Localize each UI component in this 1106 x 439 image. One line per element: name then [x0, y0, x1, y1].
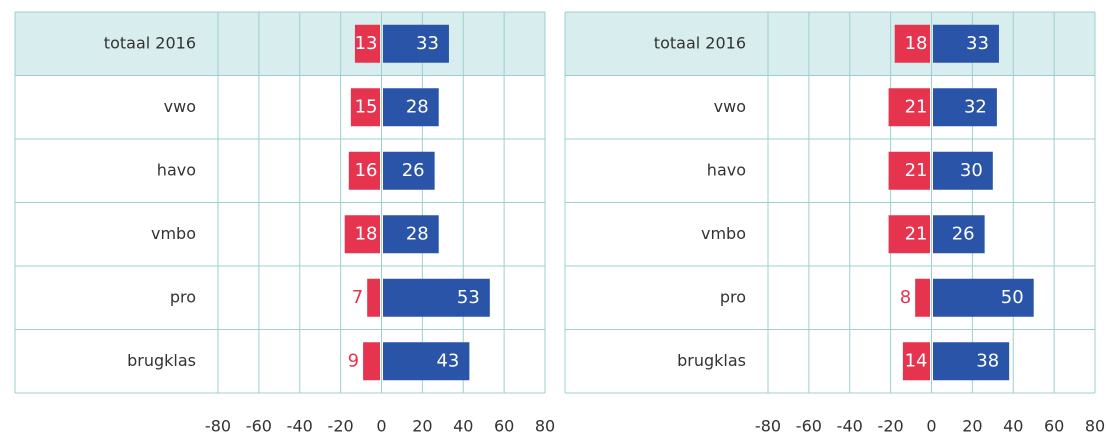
- category-label: vwo: [714, 97, 746, 116]
- value-label: 33: [416, 33, 439, 54]
- x-tick-label: 40: [1003, 417, 1023, 436]
- x-tick-label: -20: [328, 417, 354, 436]
- bar: [383, 151, 435, 190]
- value-label: 8: [900, 287, 911, 308]
- bar: [383, 342, 470, 381]
- x-tick-label: 0: [376, 417, 386, 436]
- x-tick-label: 20: [412, 417, 432, 436]
- bar: [383, 278, 490, 317]
- bar: [888, 215, 930, 254]
- value-label: 32: [964, 96, 987, 117]
- category-label: brugklas: [127, 351, 196, 370]
- value-label: 21: [905, 223, 928, 244]
- value-label: 30: [960, 160, 983, 181]
- value-label: 18: [355, 223, 378, 244]
- x-tick-label: 60: [494, 417, 514, 436]
- x-tick-label: 20: [962, 417, 982, 436]
- highlight-row: [565, 12, 1095, 76]
- value-label: 9: [348, 350, 359, 371]
- value-label: 16: [355, 160, 378, 181]
- bar: [933, 215, 985, 254]
- value-label: 15: [355, 96, 378, 117]
- bar: [344, 215, 380, 254]
- value-label: 26: [402, 160, 425, 181]
- x-tick-label: 60: [1044, 417, 1064, 436]
- category-label: vwo: [164, 97, 196, 116]
- value-label: 38: [976, 350, 999, 371]
- category-label: totaal 2016: [654, 33, 746, 52]
- value-label: 21: [905, 96, 928, 117]
- x-tick-label: 80: [535, 417, 555, 436]
- value-label: 33: [966, 33, 989, 54]
- category-label: vmbo: [151, 224, 196, 243]
- bar: [888, 151, 930, 190]
- bar: [915, 278, 930, 317]
- value-label: 28: [406, 96, 429, 117]
- bar: [350, 88, 380, 127]
- value-label: 7: [352, 287, 363, 308]
- value-label: 28: [406, 223, 429, 244]
- bar: [894, 24, 930, 63]
- value-label: 13: [355, 33, 378, 54]
- value-label: 18: [905, 33, 928, 54]
- bar: [933, 278, 1034, 317]
- bar: [933, 151, 993, 190]
- value-label: 21: [905, 160, 928, 181]
- x-tick-label: -60: [796, 417, 822, 436]
- x-tick-label: -20: [878, 417, 904, 436]
- bar: [383, 215, 439, 254]
- value-label: 43: [436, 350, 459, 371]
- bar: [933, 342, 1010, 381]
- x-tick-label: -60: [246, 417, 272, 436]
- value-label: 14: [905, 350, 928, 371]
- x-tick-label: 0: [926, 417, 936, 436]
- bar: [933, 88, 997, 127]
- category-label: havo: [157, 160, 196, 179]
- bar: [383, 24, 449, 63]
- bar: [902, 342, 930, 381]
- x-tick-label: -40: [837, 417, 863, 436]
- category-label: vmbo: [701, 224, 746, 243]
- bar: [354, 24, 380, 63]
- bar: [363, 342, 380, 381]
- value-label: 50: [1001, 287, 1024, 308]
- category-label: pro: [720, 287, 746, 306]
- category-label: pro: [170, 287, 196, 306]
- x-tick-label: -80: [755, 417, 781, 436]
- value-label: 53: [457, 287, 480, 308]
- x-tick-label: -80: [205, 417, 231, 436]
- x-tick-label: 80: [1085, 417, 1105, 436]
- value-label: 26: [952, 223, 975, 244]
- category-label: brugklas: [677, 351, 746, 370]
- bar: [933, 24, 999, 63]
- category-label: totaal 2016: [104, 33, 196, 52]
- bar: [888, 88, 930, 127]
- bar: [383, 88, 439, 127]
- bar: [367, 278, 380, 317]
- highlight-row: [15, 12, 545, 76]
- bar: [348, 151, 380, 190]
- x-tick-label: 40: [453, 417, 473, 436]
- category-label: havo: [707, 160, 746, 179]
- x-tick-label: -40: [287, 417, 313, 436]
